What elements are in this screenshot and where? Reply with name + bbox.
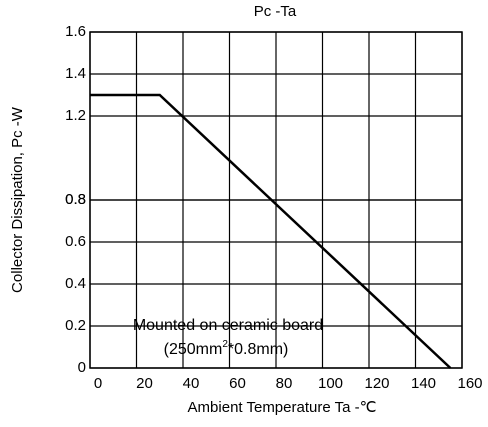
x-tick-label: 100 (318, 375, 343, 392)
y-tick-label: 0.8 (65, 191, 86, 208)
annotation: (250mm (164, 341, 223, 358)
x-tick-label: 40 (183, 375, 200, 392)
x-tick-label: 160 (457, 375, 482, 392)
x-tick-label: 120 (364, 375, 389, 392)
y-tick-label: 0.6 (65, 233, 86, 250)
plot-frame (89, 31, 463, 369)
x-tick-label: 0 (94, 375, 102, 392)
y-tick-label: 0 (78, 359, 86, 376)
y-tick-label: 0.2 (65, 317, 86, 334)
y-tick-label: 1.4 (65, 65, 86, 82)
y-axis-label: Collector Dissipation, Pc -W (9, 106, 26, 293)
x-tick-label: 140 (411, 375, 436, 392)
x-axis-label: Ambient Temperature Ta -℃ (188, 399, 377, 416)
line (90, 93, 452, 369)
y-tick-label: 1.6 (65, 23, 86, 40)
chart-title: Pc -Ta (254, 3, 297, 20)
annotation: *0.8mm) (228, 341, 288, 358)
x-tick-label: 20 (136, 375, 153, 392)
annotation: 2 (222, 339, 228, 350)
y-tick-label: 0.4 (65, 275, 86, 292)
y-tick-label: 1.2 (65, 107, 86, 124)
annotation: (250mm2*0.8mm) (164, 339, 289, 359)
y-tick-label: 0.8 (65, 191, 86, 208)
x-tick-label: 60 (229, 375, 246, 392)
x-tick-label: 80 (276, 375, 293, 392)
